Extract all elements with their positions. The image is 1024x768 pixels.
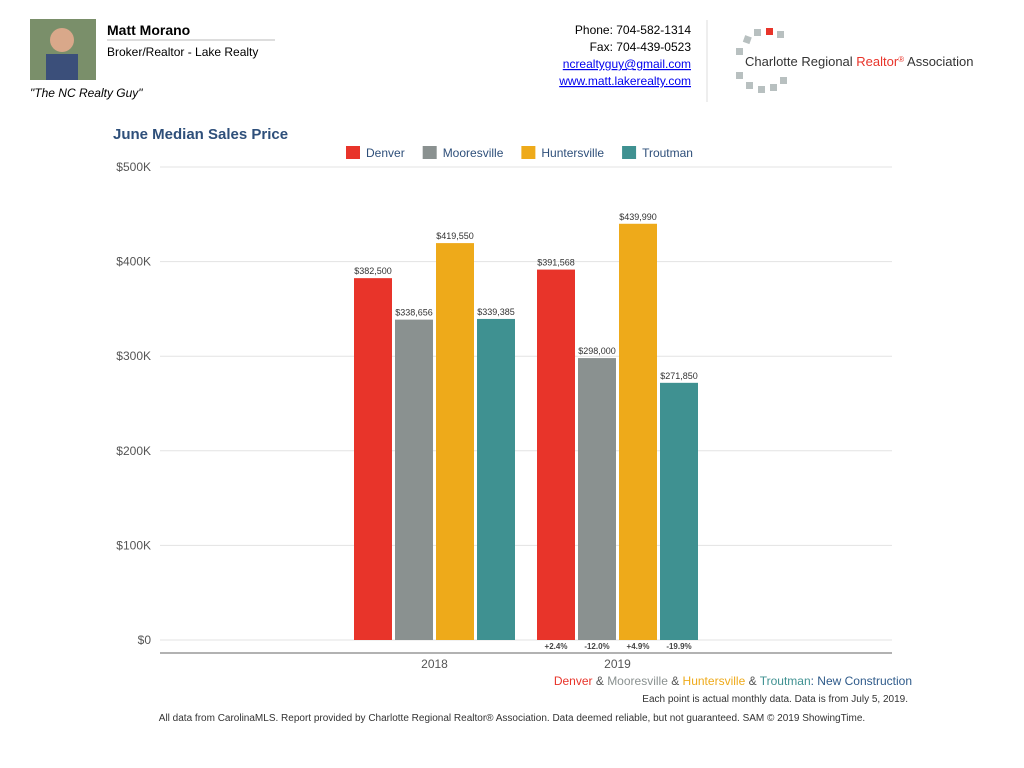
bar [477,318,515,640]
email-link[interactable]: ncrealtyguy@gmail.com [563,57,691,71]
website-link[interactable]: www.matt.lakerealty.com [558,74,691,88]
logo-block [746,82,753,89]
association-logo: Charlotte Regional Realtor® Association [745,54,974,69]
fax: Fax: 704-439-0523 [590,40,692,54]
logo-part: Association [904,54,973,69]
value-label: $338,656 [395,308,433,318]
logo-block [780,77,787,84]
data-note: Each point is actual monthly data. Data … [642,694,908,705]
subtitle-part: & [593,674,608,688]
subtitle-part: : New Construction [811,674,912,688]
logo-block [758,86,765,93]
agent-photo-face [50,28,74,52]
value-label: $298,000 [578,346,616,356]
bar [537,269,575,640]
value-label: $339,385 [477,307,515,317]
subtitle-part: Denver [554,674,593,688]
value-label: $419,550 [436,231,474,241]
tagline: "The NC Realty Guy" [30,86,143,100]
y-tick-label: $500K [116,160,151,174]
logo-part: ® [898,55,904,64]
legend-label: Denver [366,146,405,160]
subtitle-part: Troutman [760,674,811,688]
footer: All data from CarolinaMLS. Report provid… [159,713,865,724]
subtitle-part: Mooresville [607,674,668,688]
bar [436,243,474,640]
value-label: $382,500 [354,266,392,276]
subtitle-part: & [745,674,759,688]
legend-label: Troutman [642,146,693,160]
chart-title: June Median Sales Price [113,126,288,143]
logo-block [754,29,761,36]
logo-ring [736,28,787,93]
logo-block [770,84,777,91]
y-tick-label: $400K [116,255,151,269]
legend-label: Mooresville [443,146,504,160]
logo-block [742,35,752,45]
logo-part: Charlotte Regional [745,54,856,69]
change-label: -19.9% [666,642,691,651]
logo-block [736,48,743,55]
change-label: +4.9% [627,642,650,651]
legend-swatch [622,146,637,159]
y-tick-label: $200K [116,444,151,458]
value-label: $439,990 [619,212,657,222]
logo-part: Realtor [856,54,899,69]
y-tick-label: $0 [138,633,152,647]
x-tick-label: 2018 [421,657,448,671]
agent-role: Broker/Realtor - Lake Realty [107,45,258,59]
legend-swatch [422,146,437,159]
subtitle-part: & [668,674,683,688]
legend-label: Huntersville [541,146,604,160]
bar [354,278,392,640]
bar [619,223,657,640]
agent-photo-suit [46,54,78,80]
x-tick-label: 2019 [604,657,631,671]
bar [578,358,616,640]
logo-house [766,28,773,35]
legend-swatch [346,146,360,159]
phone: Phone: 704-582-1314 [575,23,691,37]
change-label: +2.4% [545,642,568,651]
logo-block [777,31,784,38]
y-tick-label: $100K [116,538,151,552]
agent-name: Matt Morano [107,22,190,38]
change-label: -12.0% [584,642,609,651]
value-label: $391,568 [537,258,575,268]
chart-subtitle: Denver & Mooresville & Huntersville & Tr… [554,674,912,688]
subtitle-part: Huntersville [683,674,746,688]
logo-block [736,72,743,79]
bar [395,319,433,640]
legend-swatch [521,146,536,159]
bar [660,382,698,640]
value-label: $271,850 [660,371,698,381]
y-tick-label: $300K [116,349,151,363]
